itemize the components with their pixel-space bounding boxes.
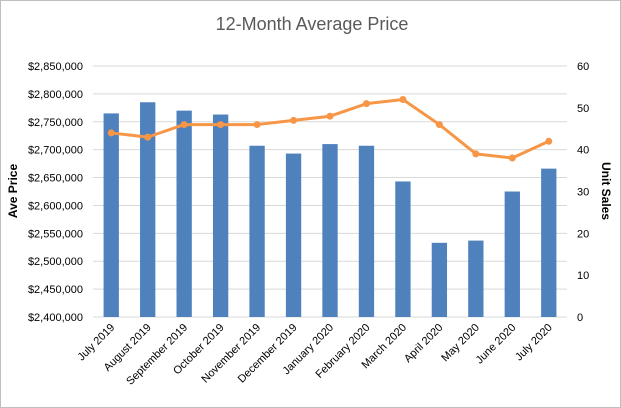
line-point bbox=[290, 116, 298, 124]
left-tick-label: $2,700,000 bbox=[28, 145, 83, 157]
left-axis-ticks: $2,400,000 $2,450,000 $2,500,000 $2,550,000… bbox=[28, 61, 83, 324]
x-tick-label: July 2020 bbox=[513, 322, 555, 364]
line-point bbox=[253, 121, 261, 129]
right-tick-label: 20 bbox=[577, 228, 589, 240]
line-point bbox=[144, 133, 152, 141]
left-tick-label: $2,550,000 bbox=[28, 228, 83, 240]
left-tick-label: $2,600,000 bbox=[28, 200, 83, 212]
x-tick-label: June 2020 bbox=[474, 322, 519, 367]
line-point bbox=[435, 121, 443, 129]
x-tick-label: April 2020 bbox=[402, 322, 446, 366]
left-tick-label: $2,650,000 bbox=[28, 173, 83, 185]
right-tick-label: 30 bbox=[577, 187, 589, 199]
line-series bbox=[107, 95, 553, 162]
right-axis-title: Unit Sales bbox=[599, 162, 613, 220]
bar bbox=[322, 144, 338, 317]
right-tick-label: 60 bbox=[577, 61, 589, 73]
left-tick-label: $2,500,000 bbox=[28, 256, 83, 268]
line-point bbox=[545, 137, 553, 145]
line-point bbox=[399, 95, 407, 103]
line-point bbox=[326, 112, 334, 120]
chart-title: 12-Month Average Price bbox=[216, 14, 409, 34]
right-tick-label: 50 bbox=[577, 103, 589, 115]
bar bbox=[541, 168, 557, 317]
bar-series bbox=[103, 102, 557, 318]
bar bbox=[212, 114, 229, 317]
bar bbox=[176, 110, 192, 317]
bar bbox=[285, 153, 302, 317]
line-point bbox=[362, 100, 370, 108]
left-tick-label: $2,400,000 bbox=[28, 312, 83, 324]
line-point bbox=[107, 129, 115, 137]
left-axis-title: Ave Price bbox=[6, 164, 20, 219]
right-axis-ticks: 0 10 20 30 40 50 60 bbox=[577, 61, 589, 324]
bar bbox=[249, 145, 265, 317]
bar bbox=[504, 191, 520, 317]
bar bbox=[395, 181, 411, 317]
right-tick-label: 0 bbox=[577, 312, 583, 324]
line-point bbox=[472, 150, 480, 158]
bar bbox=[468, 240, 484, 317]
right-tick-label: 10 bbox=[577, 270, 589, 282]
bar bbox=[358, 145, 375, 317]
line-point bbox=[217, 121, 225, 129]
line-point bbox=[508, 154, 516, 162]
line-point bbox=[180, 121, 188, 129]
left-tick-label: $2,450,000 bbox=[28, 284, 83, 296]
left-tick-label: $2,750,000 bbox=[28, 117, 83, 129]
right-tick-label: 40 bbox=[577, 145, 589, 157]
left-tick-label: $2,850,000 bbox=[28, 61, 83, 73]
bar bbox=[431, 242, 448, 317]
bar bbox=[140, 102, 156, 317]
bar bbox=[103, 113, 119, 318]
left-tick-label: $2,800,000 bbox=[28, 89, 83, 101]
